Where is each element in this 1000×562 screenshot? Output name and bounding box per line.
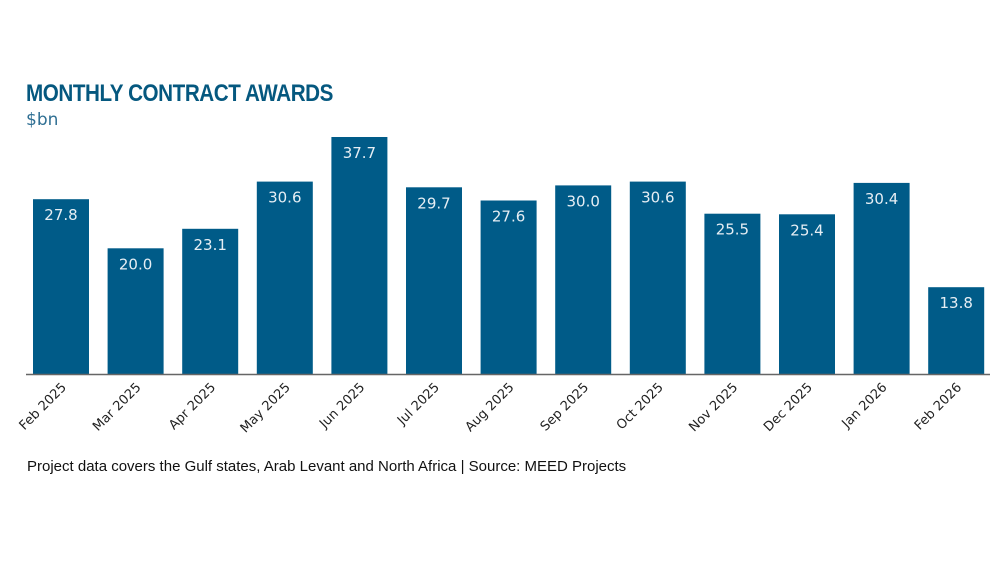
bar-feb-2026 <box>928 287 985 374</box>
bar-feb-2025 <box>33 199 89 374</box>
data-label: 30.6 <box>641 189 674 207</box>
data-label: 13.8 <box>939 294 972 312</box>
bar-labels-group: 27.8 20.0 23.1 30.6 37.7 29.7 27.6 30.0 30.6 25.5… <box>44 144 973 312</box>
chart-title: MONTHLY CONTRACT AWARDS <box>26 80 333 107</box>
source-footnote: Project data covers the Gulf states, Ara… <box>27 458 627 475</box>
data-label: 25.4 <box>790 221 823 239</box>
x-tick-label: Mar 2025 <box>90 380 144 434</box>
bar-mar-2025 <box>107 248 164 374</box>
x-tick-label: Dec 2025 <box>761 380 816 435</box>
chart-unit-label: $bn <box>26 110 59 130</box>
bar-apr-2025 <box>182 228 239 374</box>
x-tick-label: Nov 2025 <box>686 380 741 435</box>
bars-group <box>33 137 985 374</box>
bar-jun-2025 <box>331 137 388 374</box>
data-label: 27.8 <box>44 206 77 224</box>
data-label: 37.7 <box>343 144 376 162</box>
x-tick-labels-group: Feb 2025 Mar 2025 Apr 2025 May 2025 Jun 2025… <box>17 380 965 436</box>
bar-nov-2025 <box>704 213 761 374</box>
x-tick-label: Apr 2025 <box>166 380 219 433</box>
bar-jul-2025 <box>406 187 462 374</box>
data-label: 30.6 <box>268 189 301 207</box>
data-label: 23.1 <box>193 236 226 254</box>
data-label: 25.5 <box>716 221 749 239</box>
x-tick-label: Feb 2025 <box>17 380 70 433</box>
x-tick-label: Feb 2026 <box>912 380 965 433</box>
x-tick-label: Jun 2025 <box>316 380 368 432</box>
data-label: 20.0 <box>119 255 152 273</box>
x-tick-label: Aug 2025 <box>463 380 518 435</box>
bar-aug-2025 <box>480 200 537 374</box>
x-tick-label: May 2025 <box>238 380 294 436</box>
x-tick-label: Sep 2025 <box>538 380 592 434</box>
x-tick-label: Oct 2025 <box>614 380 667 433</box>
x-tick-label: Jul 2025 <box>394 380 443 429</box>
data-label: 30.4 <box>865 190 898 208</box>
data-label: 29.7 <box>417 194 450 212</box>
bar-sep-2025 <box>555 185 612 374</box>
x-tick-label: Jan 2026 <box>839 380 891 432</box>
bar-jan-2026 <box>853 182 910 374</box>
data-label: 30.0 <box>566 192 599 210</box>
bar-dec-2025 <box>779 214 835 374</box>
bar-oct-2025 <box>629 181 686 374</box>
data-label: 27.6 <box>492 208 525 226</box>
bar-may-2025 <box>256 181 313 374</box>
